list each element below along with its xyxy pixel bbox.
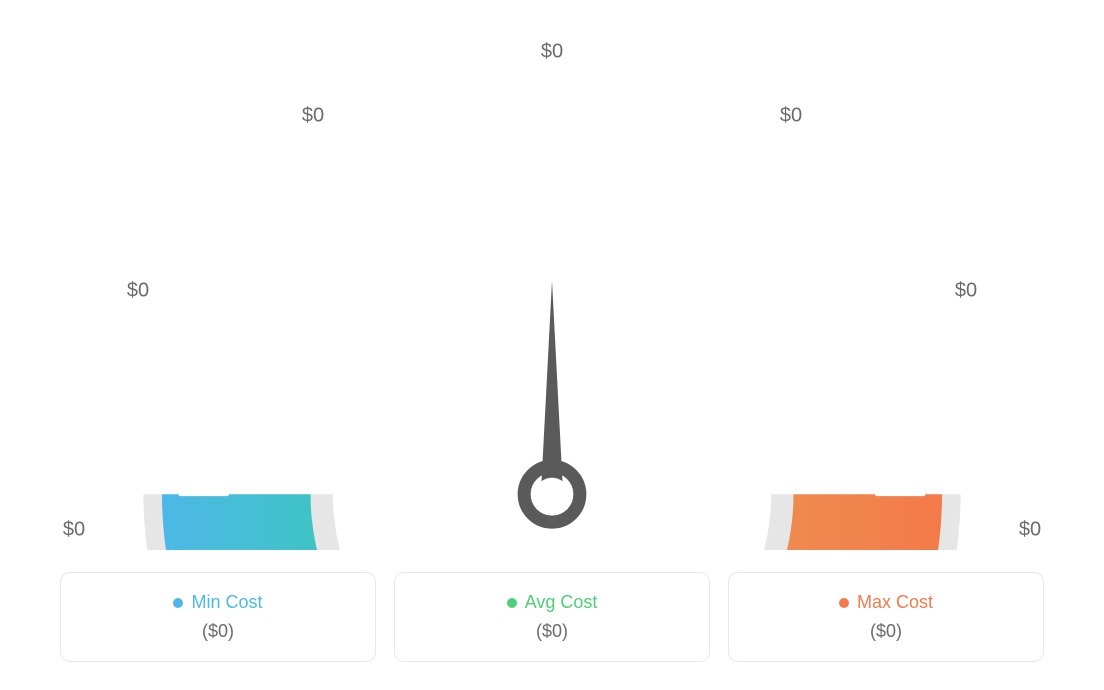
legend-avg-value: ($0) bbox=[536, 621, 568, 642]
legend-min-title: Min Cost bbox=[173, 592, 262, 613]
legend-avg-card: Avg Cost ($0) bbox=[394, 572, 710, 662]
legend-avg-dot bbox=[507, 598, 517, 608]
legend-avg-label: Avg Cost bbox=[525, 592, 598, 613]
gauge-scale-label: $0 bbox=[127, 280, 149, 303]
legend-max-card: Max Cost ($0) bbox=[728, 572, 1044, 662]
gauge-scale-label: $0 bbox=[302, 105, 324, 128]
gauge-scale-label: $0 bbox=[63, 519, 85, 542]
legend-max-value: ($0) bbox=[870, 621, 902, 642]
legend-row: Min Cost ($0) Avg Cost ($0) Max Cost ($0… bbox=[60, 572, 1044, 662]
legend-max-label: Max Cost bbox=[857, 592, 933, 613]
legend-min-dot bbox=[173, 598, 183, 608]
cost-gauge: $0 $0 $0 $0 $0 $0 $0 bbox=[52, 30, 1052, 550]
legend-max-dot bbox=[839, 598, 849, 608]
legend-avg-title: Avg Cost bbox=[507, 592, 598, 613]
legend-min-label: Min Cost bbox=[191, 592, 262, 613]
gauge-scale-label: $0 bbox=[780, 105, 802, 128]
gauge-scale-label: $0 bbox=[1019, 519, 1041, 542]
gauge-svg bbox=[52, 30, 1052, 550]
legend-min-card: Min Cost ($0) bbox=[60, 572, 376, 662]
legend-max-title: Max Cost bbox=[839, 592, 933, 613]
gauge-scale-label: $0 bbox=[541, 41, 563, 64]
legend-min-value: ($0) bbox=[202, 621, 234, 642]
gauge-scale-label: $0 bbox=[955, 280, 977, 303]
